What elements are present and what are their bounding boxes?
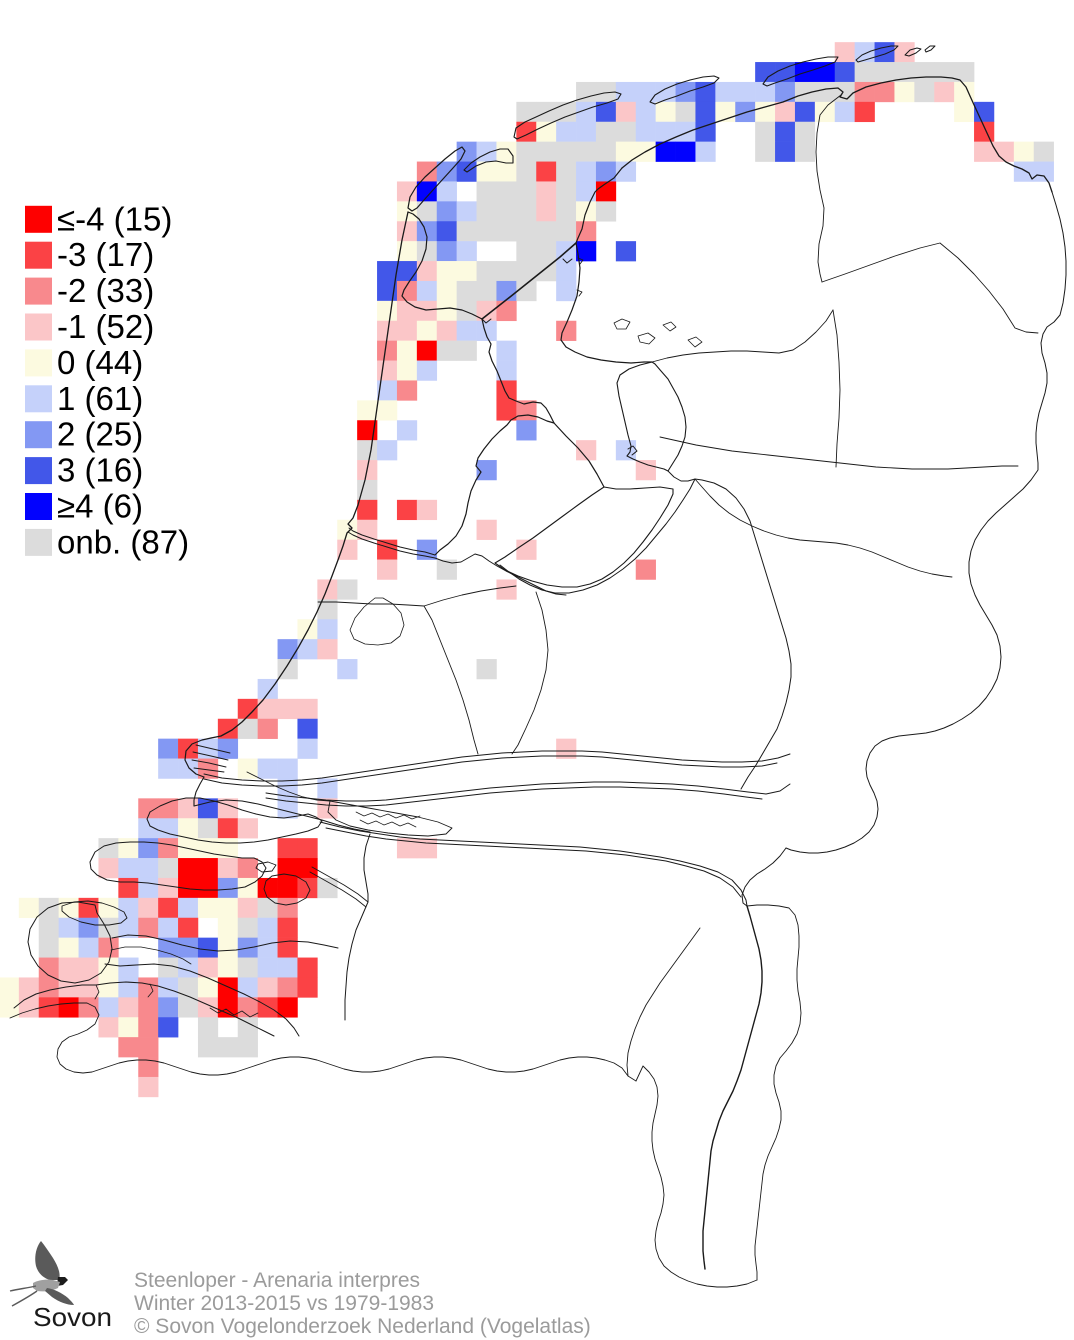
svg-text:-2 (33): -2 (33) xyxy=(57,272,154,309)
svg-text:Steenloper - Arenaria interpre: Steenloper - Arenaria interpres xyxy=(134,1269,420,1292)
svg-text:1 (61): 1 (61) xyxy=(57,380,143,417)
svg-text:© Sovon Vogelonderzoek Nederla: © Sovon Vogelonderzoek Nederland (Vogela… xyxy=(134,1315,591,1338)
svg-text:-1 (52): -1 (52) xyxy=(57,308,154,345)
svg-text:onb. (87): onb. (87) xyxy=(57,523,189,560)
svg-text:Winter 2013-2015 vs 1979-1983: Winter 2013-2015 vs 1979-1983 xyxy=(134,1292,434,1315)
svg-text:0 (44): 0 (44) xyxy=(57,344,143,381)
svg-text:≤-4 (15): ≤-4 (15) xyxy=(57,200,172,237)
svg-text:-3 (17): -3 (17) xyxy=(57,236,154,273)
svg-text:Sovon: Sovon xyxy=(33,1302,112,1332)
svg-text:3 (16): 3 (16) xyxy=(57,452,143,489)
svg-text:≥4 (6): ≥4 (6) xyxy=(57,488,143,525)
svg-text:2 (25): 2 (25) xyxy=(57,416,143,453)
